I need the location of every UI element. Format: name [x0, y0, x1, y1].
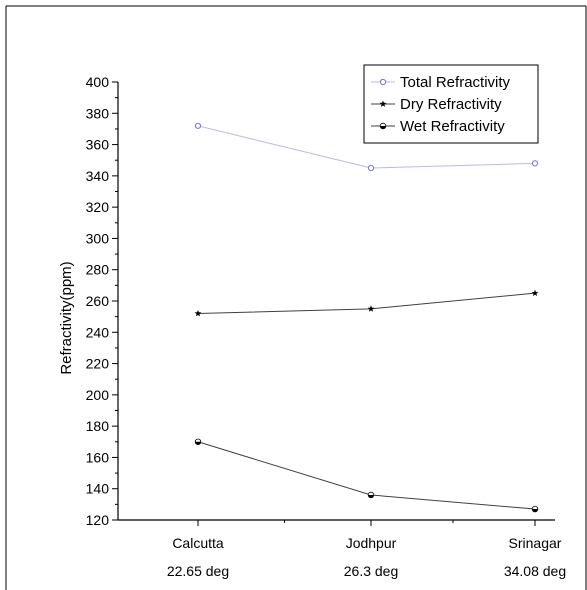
y-tick-label: 360 — [86, 137, 110, 153]
y-tick-label: 120 — [86, 512, 110, 528]
x-axis: Calcutta 22.65 deg Jodhpur 26.3 deg Srinagar… — [118, 519, 566, 579]
y-tick-label: 240 — [86, 324, 110, 340]
y-tick-label: 380 — [86, 105, 110, 121]
legend: Total Refractivity Dry Refractivity Wet Re… — [363, 64, 539, 144]
marker-open-circle — [531, 160, 539, 167]
y-axis-label: Refractivity(ppm) — [58, 261, 75, 374]
y-tick-label: 220 — [86, 356, 110, 372]
marker-star — [367, 305, 375, 312]
x-tick-sublabel: 26.3 deg — [344, 563, 399, 579]
legend-label: Total Refractivity — [400, 74, 511, 91]
marker-star — [531, 289, 539, 297]
y-tick-label: 260 — [86, 293, 110, 309]
legend-label: Dry Refractivity — [400, 96, 502, 113]
marker-open-circle — [367, 164, 375, 172]
y-tick-label: 200 — [86, 387, 110, 403]
marker-half-fill — [195, 441, 201, 445]
legend-entry: Dry Refractivity — [371, 96, 502, 113]
plot-area — [194, 122, 539, 513]
x-tick-sublabel: 34.08 deg — [504, 563, 566, 579]
x-tick-label: Jodhpur — [346, 535, 397, 551]
y-tick-label: 280 — [86, 262, 110, 278]
y-tick-label: 140 — [86, 481, 110, 497]
marker-star — [194, 309, 202, 317]
x-tick-label: Calcutta — [172, 535, 224, 551]
y-tick-label: 300 — [86, 230, 110, 246]
series-3 — [194, 438, 539, 513]
legend-entry: Wet Refractivity — [371, 118, 505, 135]
y-axis: 120 140 160 180 200 220 240 260 280 300 320 340 360 3… — [86, 74, 119, 528]
x-tick-label: Srinagar — [509, 535, 562, 551]
series-line — [197, 441, 536, 510]
marker-open-circle — [194, 122, 202, 129]
legend-entry: Total Refractivity — [371, 74, 511, 91]
marker-half-fill — [380, 126, 386, 129]
series-line — [197, 292, 536, 315]
y-tick-label: 320 — [86, 199, 110, 215]
marker-star — [379, 100, 387, 107]
y-tick-label: 400 — [86, 74, 110, 90]
y-tick-label: 180 — [86, 418, 110, 434]
y-tick-label: 340 — [86, 168, 110, 184]
series-1 — [194, 122, 539, 172]
legend-label: Wet Refractivity — [400, 118, 505, 135]
y-tick-label: 160 — [86, 449, 110, 465]
marker-half-fill — [532, 509, 538, 512]
series-2 — [194, 289, 539, 317]
marker-open-circle — [379, 78, 387, 86]
marker-half-fill — [368, 494, 374, 498]
x-tick-sublabel: 22.65 deg — [167, 563, 229, 579]
